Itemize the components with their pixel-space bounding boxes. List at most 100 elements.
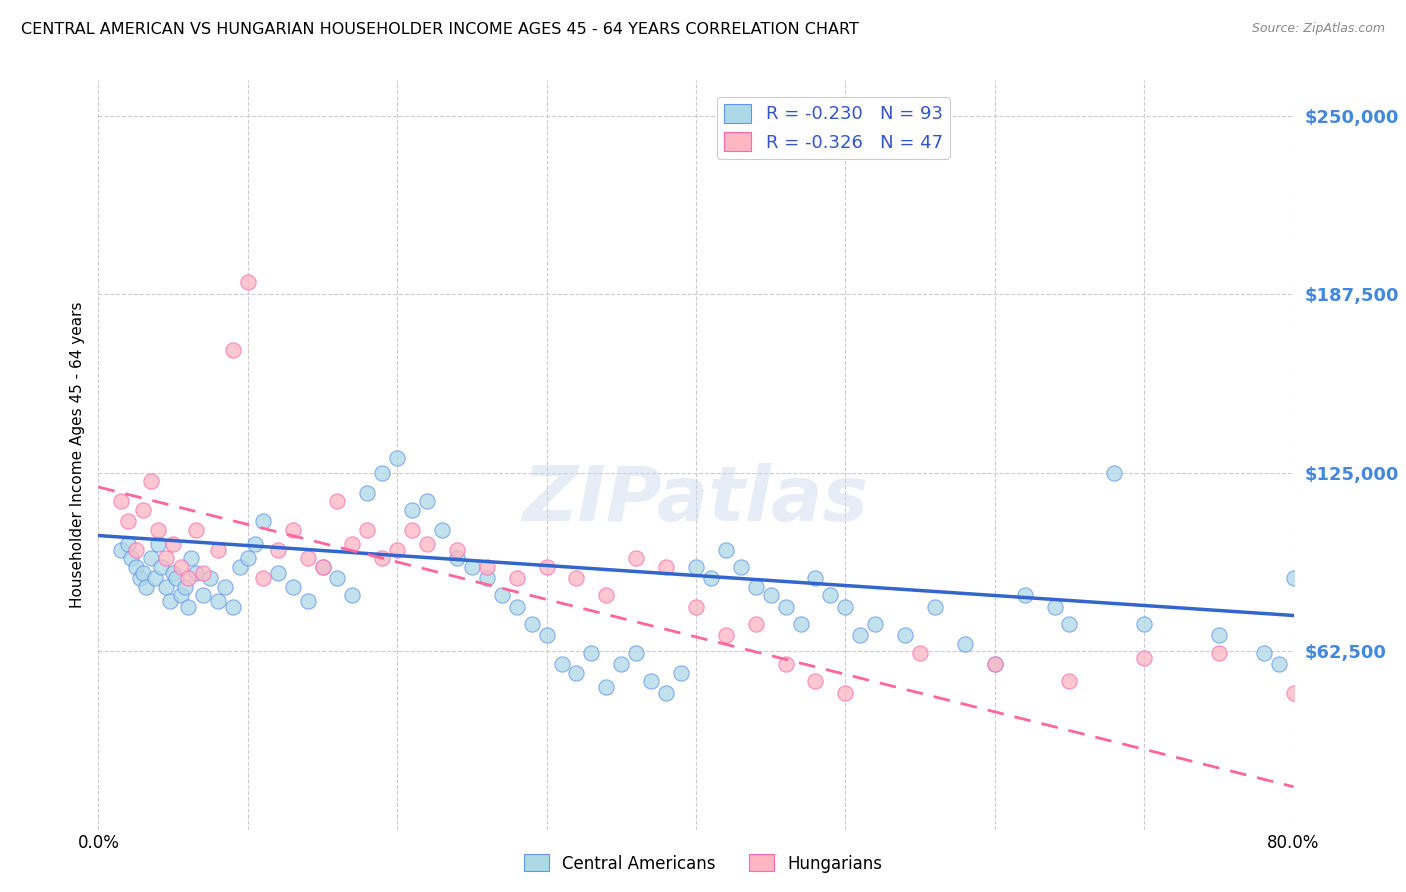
Point <box>148 537 170 551</box>
Point <box>446 551 468 566</box>
Point <box>1133 617 1156 632</box>
Point <box>669 665 692 680</box>
Point <box>401 523 423 537</box>
Point <box>655 560 678 574</box>
Point <box>430 523 453 537</box>
Point <box>236 551 259 566</box>
Point <box>207 594 229 608</box>
Point <box>169 589 191 603</box>
Point <box>1104 466 1126 480</box>
Point <box>143 571 166 585</box>
Legend: Central Americans, Hungarians: Central Americans, Hungarians <box>517 847 889 880</box>
Point <box>117 537 139 551</box>
Point <box>506 599 529 614</box>
Point <box>745 617 768 632</box>
Point <box>804 674 827 689</box>
Point <box>165 571 187 585</box>
Point <box>281 523 304 537</box>
Point <box>745 580 768 594</box>
Point <box>1208 646 1230 660</box>
Point <box>125 560 148 574</box>
Point <box>297 594 319 608</box>
Point <box>416 494 439 508</box>
Point <box>356 485 378 500</box>
Point <box>267 542 290 557</box>
Point <box>139 475 162 489</box>
Point <box>214 580 236 594</box>
Point <box>236 275 259 289</box>
Point <box>984 657 1007 671</box>
Point <box>1357 589 1379 603</box>
Point <box>129 571 152 585</box>
Point <box>714 542 737 557</box>
Point <box>1267 657 1289 671</box>
Point <box>984 657 1007 671</box>
Point <box>581 646 603 660</box>
Point <box>626 551 648 566</box>
Point <box>385 542 409 557</box>
Point <box>162 537 184 551</box>
Point <box>626 646 648 660</box>
Point <box>520 617 543 632</box>
Point <box>174 580 197 594</box>
Point <box>461 560 484 574</box>
Point <box>177 599 200 614</box>
Point <box>789 617 811 632</box>
Point <box>326 571 349 585</box>
Point <box>297 551 319 566</box>
Point <box>222 599 245 614</box>
Point <box>110 542 132 557</box>
Point <box>326 494 349 508</box>
Point <box>595 589 617 603</box>
Point <box>834 599 856 614</box>
Point <box>184 566 207 580</box>
Point <box>229 560 252 574</box>
Point <box>655 685 678 699</box>
Point <box>200 571 222 585</box>
Point <box>184 523 207 537</box>
Point <box>117 514 139 528</box>
Point <box>125 542 148 557</box>
Point <box>110 494 132 508</box>
Point <box>834 685 856 699</box>
Point <box>356 523 378 537</box>
Point <box>1133 651 1156 665</box>
Point <box>155 580 177 594</box>
Point <box>169 560 191 574</box>
Point <box>536 560 558 574</box>
Point <box>385 451 409 466</box>
Point <box>475 560 498 574</box>
Point <box>595 680 617 694</box>
Point <box>132 566 155 580</box>
Point <box>177 571 200 585</box>
Point <box>180 551 202 566</box>
Point <box>775 657 797 671</box>
Point <box>252 514 274 528</box>
Point <box>506 571 529 585</box>
Point <box>245 537 267 551</box>
Point <box>475 571 498 585</box>
Point <box>924 599 946 614</box>
Text: Source: ZipAtlas.com: Source: ZipAtlas.com <box>1251 22 1385 36</box>
Point <box>565 665 588 680</box>
Point <box>714 628 737 642</box>
Point <box>342 589 364 603</box>
Point <box>1298 628 1320 642</box>
Point <box>1059 674 1081 689</box>
Point <box>953 637 976 651</box>
Point <box>371 466 394 480</box>
Point <box>135 580 157 594</box>
Text: ZIPatlas: ZIPatlas <box>523 463 869 537</box>
Point <box>139 551 162 566</box>
Point <box>132 503 155 517</box>
Point <box>1282 685 1305 699</box>
Point <box>150 560 173 574</box>
Point <box>191 566 214 580</box>
Point <box>1014 589 1036 603</box>
Point <box>908 646 931 660</box>
Point <box>1282 571 1305 585</box>
Point <box>1253 646 1275 660</box>
Point <box>159 594 181 608</box>
Point <box>491 589 513 603</box>
Point <box>820 589 842 603</box>
